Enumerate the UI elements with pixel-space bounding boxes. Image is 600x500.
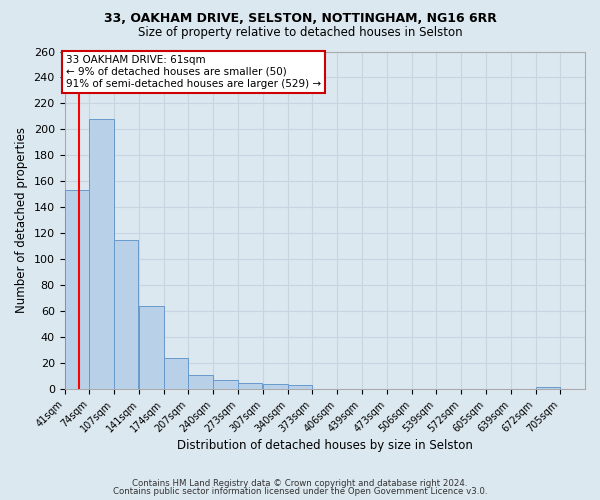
Bar <box>263 384 288 389</box>
Bar <box>188 375 213 389</box>
Text: Size of property relative to detached houses in Selston: Size of property relative to detached ho… <box>137 26 463 39</box>
Bar <box>139 306 164 389</box>
Bar <box>65 190 89 389</box>
Bar <box>288 386 313 389</box>
Y-axis label: Number of detached properties: Number of detached properties <box>15 128 28 314</box>
Bar <box>238 382 262 389</box>
Bar <box>213 380 238 389</box>
X-axis label: Distribution of detached houses by size in Selston: Distribution of detached houses by size … <box>177 440 473 452</box>
Text: 33 OAKHAM DRIVE: 61sqm
← 9% of detached houses are smaller (50)
91% of semi-deta: 33 OAKHAM DRIVE: 61sqm ← 9% of detached … <box>66 56 321 88</box>
Text: Contains HM Land Registry data © Crown copyright and database right 2024.: Contains HM Land Registry data © Crown c… <box>132 478 468 488</box>
Text: 33, OAKHAM DRIVE, SELSTON, NOTTINGHAM, NG16 6RR: 33, OAKHAM DRIVE, SELSTON, NOTTINGHAM, N… <box>104 12 496 26</box>
Text: Contains public sector information licensed under the Open Government Licence v3: Contains public sector information licen… <box>113 487 487 496</box>
Bar <box>536 386 560 389</box>
Bar <box>89 119 114 389</box>
Bar <box>164 358 188 389</box>
Bar <box>114 240 139 389</box>
